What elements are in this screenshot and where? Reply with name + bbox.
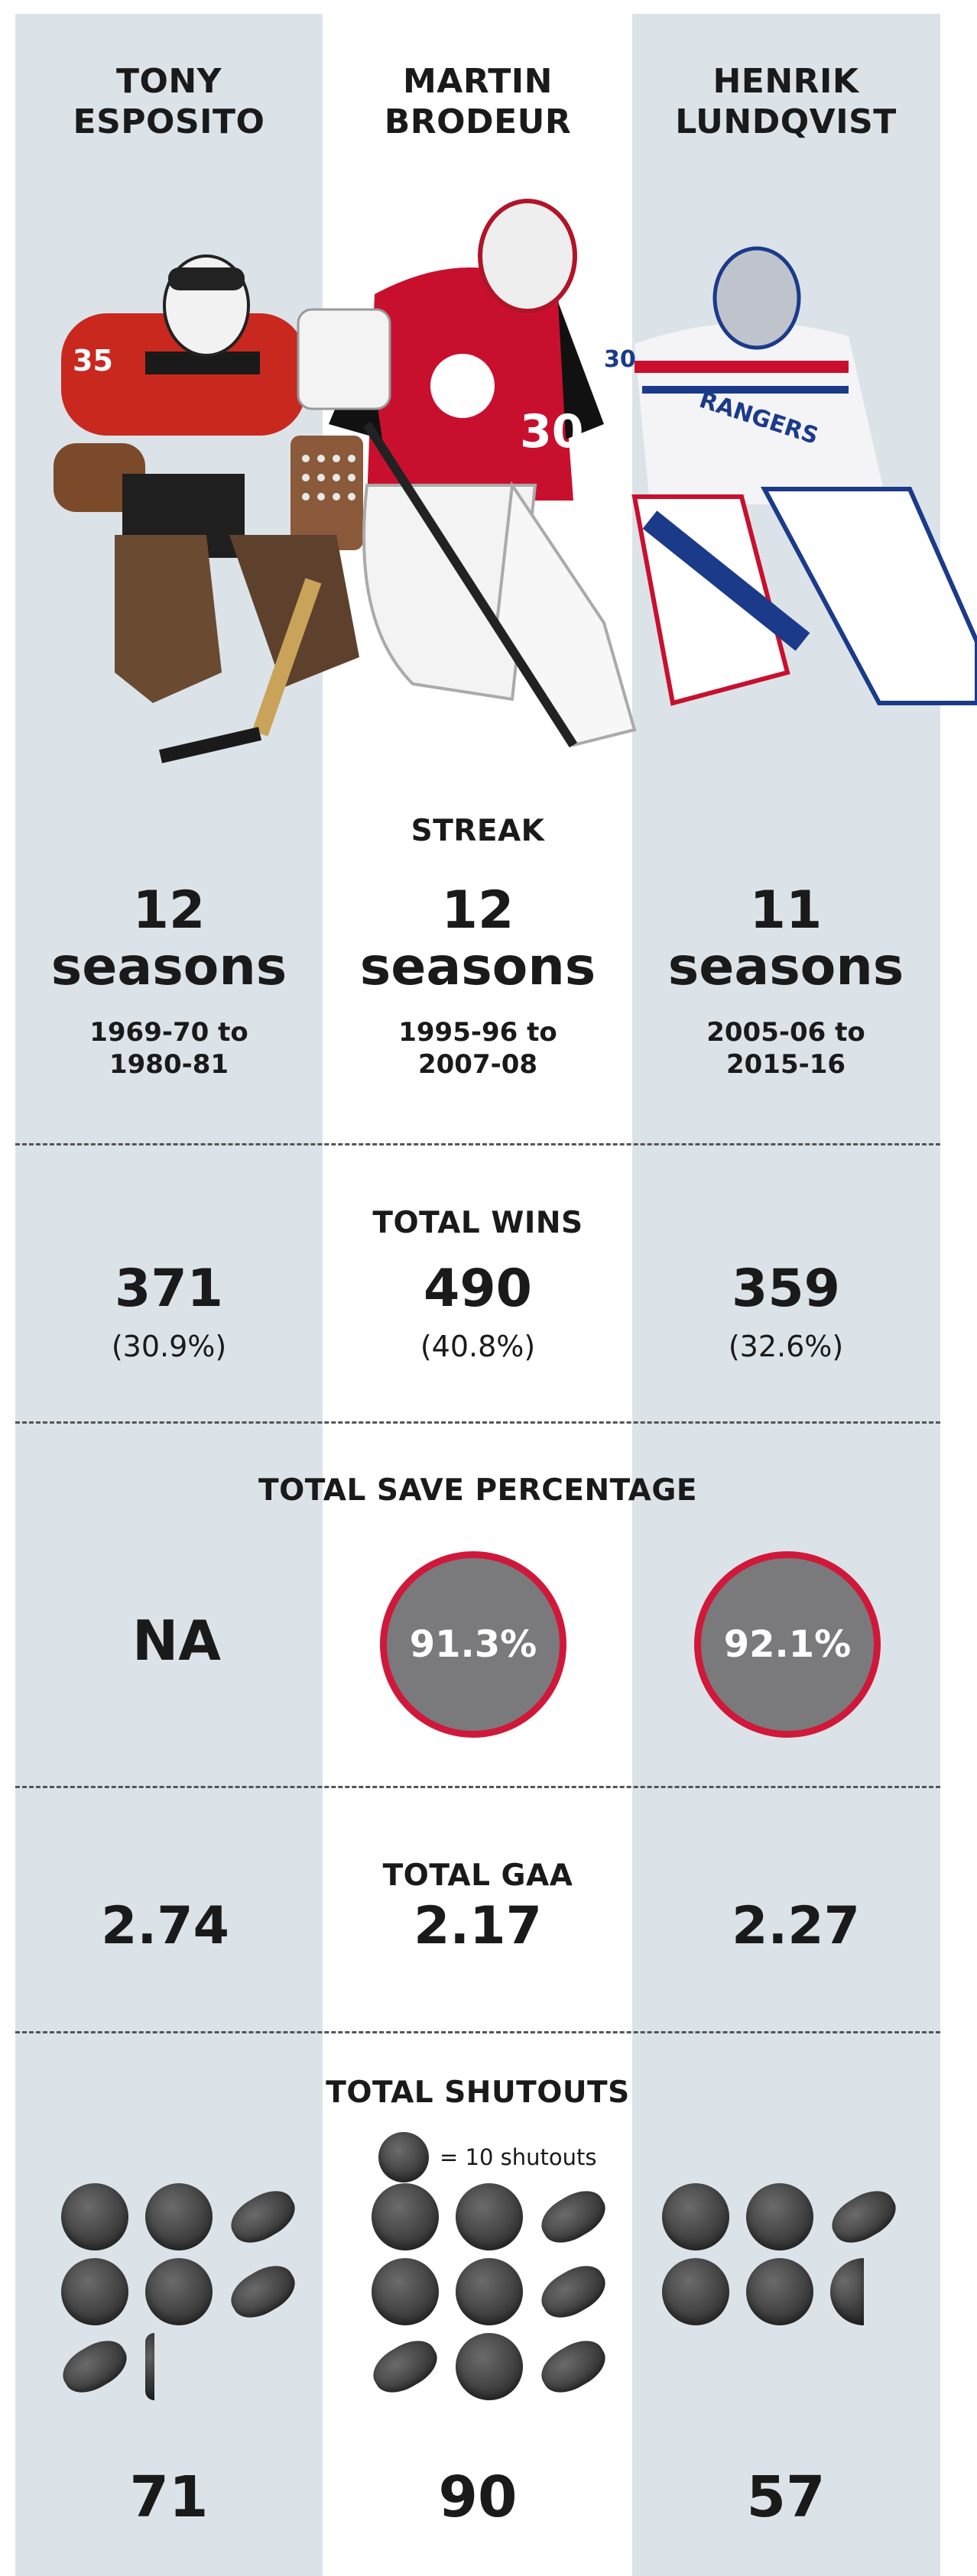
section-title-gaa: TOTAL GAA bbox=[382, 1858, 573, 1893]
puck-icon bbox=[662, 2183, 729, 2250]
divider bbox=[15, 1786, 940, 1788]
puck-icon bbox=[824, 2182, 904, 2252]
first-name: HENRIK bbox=[712, 62, 859, 101]
puck-icon bbox=[223, 2182, 303, 2252]
range-end: 2015-16 bbox=[725, 1049, 846, 1080]
partial-puck-icon bbox=[145, 2333, 154, 2400]
wins-value-lundqvist: 359 bbox=[732, 1259, 840, 1319]
player-name-esposito: TONY ESPOSITO bbox=[15, 61, 323, 142]
streak-number: 11 bbox=[749, 880, 823, 941]
puck-icon bbox=[456, 2258, 523, 2325]
streak-value-lundqvist: 11 seasons bbox=[632, 883, 940, 996]
puck-icon bbox=[145, 2258, 213, 2325]
streak-value-esposito: 12 seasons bbox=[15, 883, 323, 996]
last-name: ESPOSITO bbox=[73, 102, 265, 141]
shutouts-legend: = 10 shutouts bbox=[378, 2132, 596, 2182]
range-start: 1969-70 to bbox=[89, 1017, 248, 1048]
puck-icon bbox=[61, 2183, 128, 2250]
save-percent-lundqvist: 92.1% bbox=[723, 1623, 852, 1666]
gaa-value-esposito: 2.74 bbox=[101, 1896, 229, 1956]
puck-icon bbox=[534, 2257, 613, 2327]
range-start: 1995-96 to bbox=[398, 1017, 557, 1048]
streak-unit: seasons bbox=[359, 937, 596, 997]
puck-icon bbox=[534, 2182, 613, 2252]
partial-puck-icon bbox=[830, 2258, 864, 2325]
streak-unit: seasons bbox=[667, 937, 904, 997]
goalie-photo-esposito: 35 bbox=[54, 254, 363, 763]
shutouts-total-brodeur: 90 bbox=[438, 2464, 518, 2530]
puck-icon bbox=[365, 2331, 445, 2402]
puck-icon bbox=[456, 2183, 523, 2250]
wins-value-esposito: 371 bbox=[115, 1259, 223, 1319]
save-percent-ring-lundqvist: 92.1% bbox=[694, 1551, 881, 1738]
svg-text:30: 30 bbox=[520, 405, 584, 458]
streak-range-esposito: 1969-70 to 1980-81 bbox=[15, 1016, 323, 1081]
goalie-photo-brodeur: 30 bbox=[297, 199, 637, 748]
streak-range-lundqvist: 2005-06 to 2015-16 bbox=[632, 1016, 940, 1081]
player-name-brodeur: MARTIN BRODEUR bbox=[324, 61, 631, 142]
divider bbox=[15, 1421, 940, 1424]
puck-icon bbox=[55, 2331, 135, 2402]
last-name: LUNDQVIST bbox=[675, 102, 897, 141]
player-name-lundqvist: HENRIK LUNDQVIST bbox=[632, 61, 940, 142]
streak-unit: seasons bbox=[50, 937, 287, 997]
svg-text:30: 30 bbox=[604, 346, 636, 373]
first-name: MARTIN bbox=[403, 62, 553, 101]
section-title-streak: STREAK bbox=[411, 814, 545, 848]
wins-percent-brodeur: (40.8%) bbox=[420, 1330, 536, 1363]
divider bbox=[15, 2031, 940, 2033]
section-title-wins: TOTAL WINS bbox=[372, 1206, 583, 1240]
column-background-esposito bbox=[15, 14, 323, 2576]
section-title-save-percentage: TOTAL SAVE PERCENTAGE bbox=[258, 1473, 698, 1508]
puck-icon bbox=[61, 2258, 128, 2325]
shutouts-total-lundqvist: 57 bbox=[746, 2464, 826, 2530]
puck-icon bbox=[145, 2183, 213, 2250]
first-name: TONY bbox=[115, 62, 222, 101]
section-title-shutouts: TOTAL SHUTOUTS bbox=[326, 2075, 630, 2110]
puck-icon bbox=[662, 2258, 729, 2325]
streak-number: 12 bbox=[441, 880, 514, 941]
goalie-photo-lundqvist: RANGERS 30 bbox=[604, 246, 977, 706]
puck-grid-lundqvist bbox=[662, 2182, 914, 2325]
puck-icon bbox=[534, 2331, 613, 2402]
puck-icon bbox=[746, 2183, 813, 2250]
puck-icon bbox=[372, 2183, 439, 2250]
range-end: 2007-08 bbox=[417, 1049, 538, 1080]
streak-value-brodeur: 12 seasons bbox=[324, 883, 631, 996]
puck-icon bbox=[456, 2333, 523, 2400]
wins-percent-lundqvist: (32.6%) bbox=[728, 1330, 844, 1363]
puck-icon bbox=[378, 2132, 429, 2182]
puck-icon bbox=[746, 2258, 813, 2325]
wins-percent-esposito: (30.9%) bbox=[111, 1330, 227, 1363]
save-percent-brodeur: 91.3% bbox=[409, 1623, 537, 1666]
svg-text:35: 35 bbox=[73, 344, 113, 377]
gaa-value-lundqvist: 2.27 bbox=[732, 1896, 860, 1956]
legend-text: = 10 shutouts bbox=[440, 2144, 597, 2170]
save-percent-ring-brodeur: 91.3% bbox=[380, 1551, 566, 1738]
shutouts-total-esposito: 71 bbox=[129, 2464, 209, 2530]
save-percent-esposito: NA bbox=[132, 1609, 221, 1673]
puck-grid-esposito bbox=[55, 2182, 313, 2402]
range-start: 2005-06 to bbox=[706, 1017, 865, 1048]
gaa-value-brodeur: 2.17 bbox=[414, 1896, 542, 1956]
range-end: 1980-81 bbox=[109, 1049, 229, 1080]
puck-grid-brodeur bbox=[365, 2182, 624, 2402]
puck-icon bbox=[223, 2257, 303, 2327]
divider bbox=[15, 1143, 940, 1145]
streak-number: 12 bbox=[132, 880, 206, 941]
streak-range-brodeur: 1995-96 to 2007-08 bbox=[324, 1016, 631, 1081]
wins-value-brodeur: 490 bbox=[424, 1259, 532, 1319]
puck-icon bbox=[372, 2258, 439, 2325]
last-name: BRODEUR bbox=[384, 102, 572, 141]
